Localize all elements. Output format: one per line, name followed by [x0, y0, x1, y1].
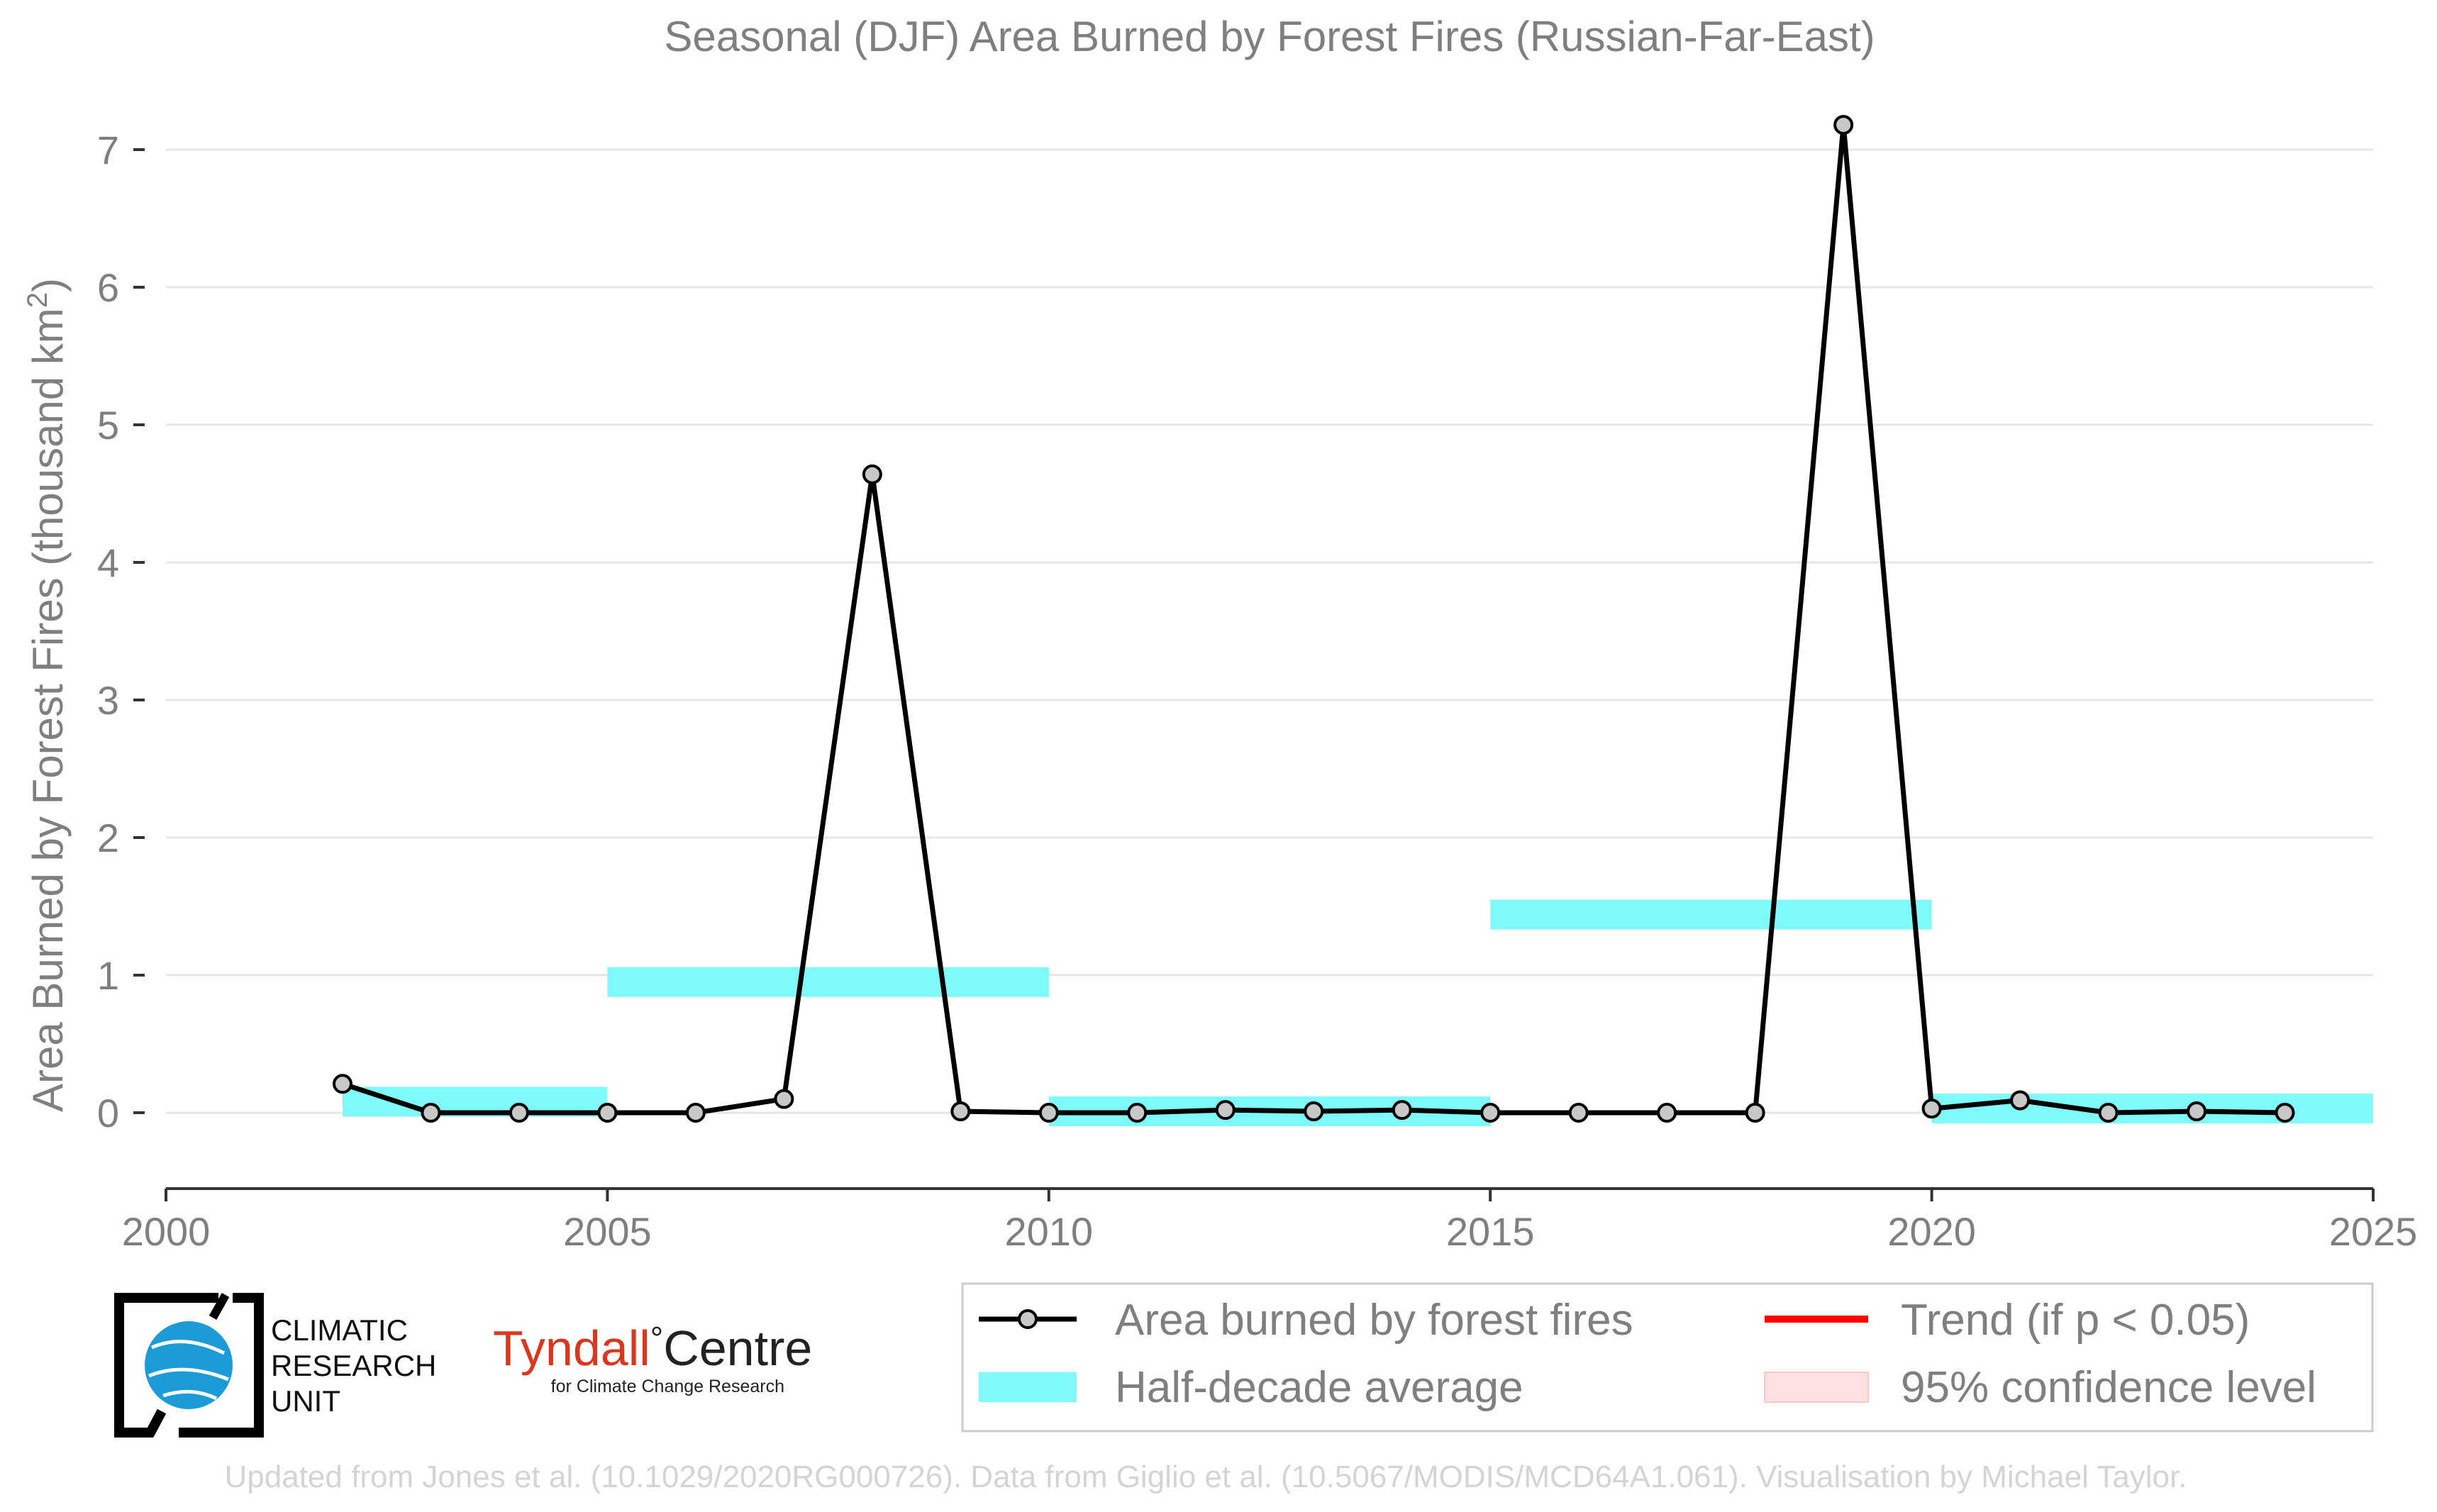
x-tick-label-2005: 2005 — [563, 1209, 652, 1254]
cru-logo-line-2: RESEARCH — [271, 1349, 436, 1382]
y-tick-label-1: 1 — [97, 953, 119, 998]
cru-logo-slash — [209, 1293, 230, 1320]
data-point-2018 — [1745, 1103, 1765, 1123]
legend-label-trend: Trend (if p < 0.05) — [1901, 1296, 2250, 1345]
cru-logo-bracket-left — [114, 1293, 218, 1438]
legend-marker-swatch — [1018, 1309, 1038, 1329]
data-point-2012 — [1215, 1100, 1236, 1121]
data-point-2005 — [597, 1103, 618, 1123]
series-group — [332, 115, 2295, 1123]
cru-logo-bracket-right — [179, 1293, 264, 1438]
axes: 0 1 2 3 4 5 6 7 2000 2005 2010 2015 2020 2025 — [97, 128, 2417, 1254]
data-point-2006 — [685, 1103, 706, 1123]
legend-ci-swatch — [1764, 1372, 1869, 1403]
y-axis-label: Area Burned by Forest Fires (thousand km… — [22, 278, 72, 1112]
y-tick-label-4: 4 — [97, 540, 119, 585]
data-point-2023 — [2187, 1101, 2207, 1122]
data-point-2008 — [862, 464, 882, 484]
legend: Area burned by forest fires Half-decade … — [961, 1282, 2374, 1433]
data-point-2004 — [509, 1103, 529, 1123]
half-decade-band-2020 — [1931, 1094, 2373, 1124]
data-point-2017 — [1657, 1103, 1677, 1123]
legend-band-swatch — [979, 1372, 1077, 1402]
cru-globe-icon — [145, 1321, 233, 1409]
tyndall-name: Tyndall — [493, 1321, 650, 1376]
cru-logo-line-3: UNIT — [271, 1384, 340, 1418]
y-tick-label-3: 3 — [97, 678, 119, 723]
half-decade-bands — [342, 899, 2373, 1127]
data-point-2007 — [774, 1089, 794, 1109]
y-tick-label-7: 7 — [97, 128, 119, 172]
grid-lines — [166, 148, 2373, 1114]
x-tick-label-2020: 2020 — [1887, 1209, 1976, 1254]
x-tick-label-2015: 2015 — [1446, 1209, 1535, 1254]
tyndall-centre: Centre — [663, 1321, 812, 1376]
legend-label-ci: 95% confidence level — [1901, 1363, 2316, 1412]
data-point-2010 — [1038, 1103, 1059, 1123]
data-point-2020 — [1921, 1099, 1942, 1119]
legend-label-half-decade: Half-decade average — [1115, 1363, 1523, 1412]
data-point-2003 — [421, 1103, 441, 1123]
data-point-2009 — [950, 1101, 971, 1122]
cru-logo: CLIMATIC RESEARCH UNIT — [114, 1293, 436, 1438]
data-point-2011 — [1127, 1103, 1148, 1123]
data-point-2015 — [1480, 1103, 1501, 1123]
data-point-2016 — [1568, 1103, 1589, 1123]
y-tick-label-0: 0 — [97, 1091, 119, 1135]
cru-globe-swirl — [148, 1340, 229, 1401]
y-tick-label-5: 5 — [97, 403, 119, 448]
tyndall-degree: ° — [650, 1320, 663, 1357]
y-tick-label-2: 2 — [97, 816, 119, 860]
data-point-2024 — [2275, 1103, 2295, 1123]
data-point-2014 — [1392, 1100, 1412, 1121]
data-point-2002 — [332, 1074, 352, 1094]
footer-credits: Updated from Jones et al. (10.1029/2020R… — [225, 1460, 2187, 1494]
chart-title: Seasonal (DJF) Area Burned by Forest Fir… — [664, 13, 1875, 60]
y-tick-label-6: 6 — [97, 265, 119, 310]
svg-text:Tyndall°Centre: Tyndall°Centre — [493, 1320, 812, 1376]
legend-box — [961, 1282, 2374, 1433]
half-decade-band-2005 — [607, 967, 1049, 997]
data-point-2019 — [1833, 115, 1854, 135]
series-line-area-burned — [341, 124, 2285, 1116]
data-point-2021 — [2010, 1090, 2031, 1111]
legend-label-area-burned: Area burned by forest fires — [1115, 1296, 1633, 1345]
data-point-2022 — [2098, 1103, 2119, 1123]
half-decade-band-2015 — [1490, 899, 1932, 930]
x-tick-label-2000: 2000 — [122, 1209, 211, 1254]
tyndall-subtitle: for Climate Change Research — [551, 1377, 784, 1396]
x-tick-label-2025: 2025 — [2329, 1209, 2418, 1254]
cru-logo-line-1: CLIMATIC — [271, 1313, 408, 1347]
data-point-2013 — [1304, 1101, 1324, 1122]
x-tick-label-2010: 2010 — [1005, 1209, 1094, 1254]
tyndall-logo: Tyndall°Centre for Climate Change Resear… — [493, 1320, 812, 1396]
